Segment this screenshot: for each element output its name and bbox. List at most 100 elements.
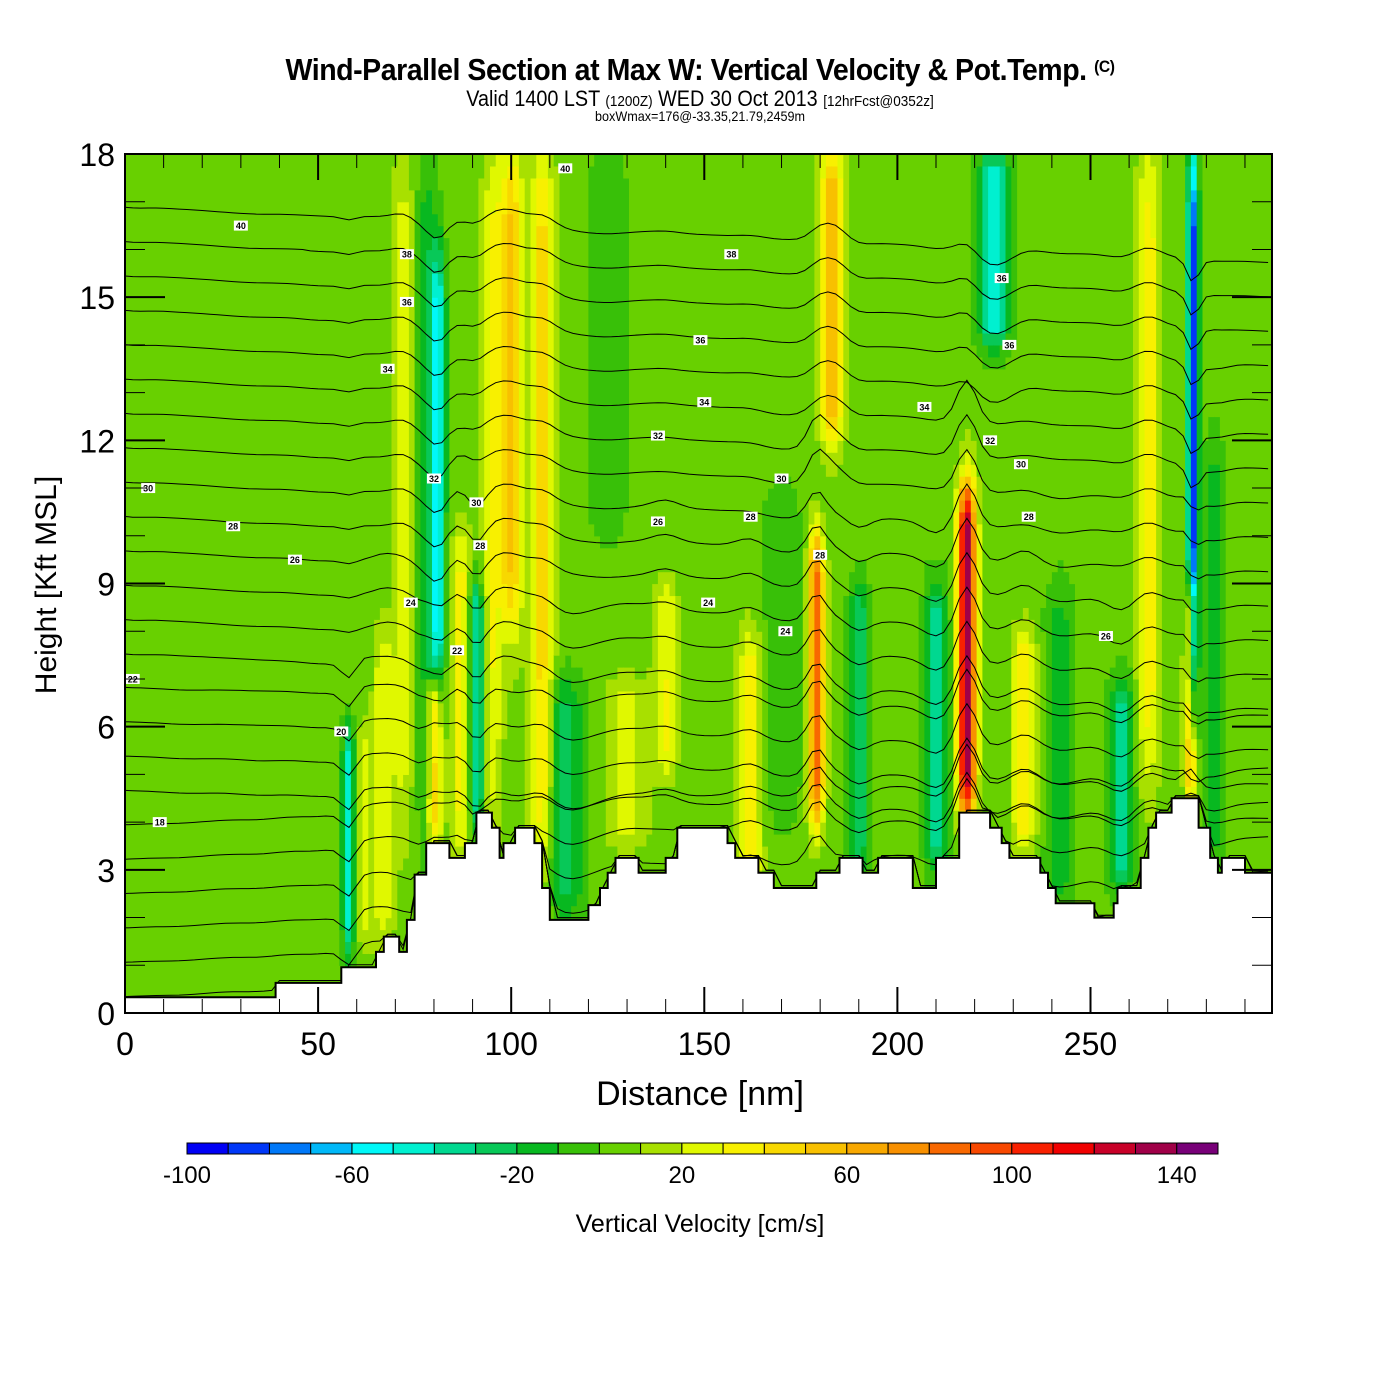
w-cell <box>397 786 404 871</box>
w-cell <box>350 941 358 966</box>
w-cell <box>345 953 352 966</box>
w-cell <box>432 273 439 298</box>
w-cell <box>455 535 462 573</box>
w-cell <box>553 655 561 680</box>
isentrope-label: 40 <box>233 220 248 231</box>
w-cell <box>814 500 821 513</box>
isentrope-label-bg <box>983 435 998 446</box>
w-cell <box>959 523 966 775</box>
w-cell <box>808 500 815 525</box>
w-cell <box>576 154 584 668</box>
w-cell <box>547 678 555 787</box>
w-cell <box>1202 440 1209 871</box>
w-cell <box>206 154 213 1013</box>
w-cell <box>820 511 827 537</box>
w-cell <box>362 929 369 954</box>
w-cell <box>524 154 532 847</box>
w-cell <box>1208 154 1215 418</box>
w-cell <box>715 154 723 1013</box>
w-cell <box>1051 154 1059 573</box>
w-cell <box>362 738 369 931</box>
isentrope-line <box>125 344 1269 420</box>
w-cell <box>542 225 549 668</box>
w-cell <box>681 154 688 1013</box>
isentrope-line <box>125 668 1269 725</box>
w-cell <box>843 154 850 441</box>
w-cell <box>1121 678 1128 692</box>
w-cell <box>739 619 746 656</box>
w-cell <box>1190 189 1198 203</box>
w-cell <box>820 535 827 549</box>
w-cell <box>970 440 978 465</box>
w-cell <box>246 154 254 1013</box>
w-cell <box>814 511 821 525</box>
w-cell <box>808 559 815 799</box>
isentrope-label: 30 <box>1013 459 1028 470</box>
w-cell <box>605 154 613 549</box>
isentrope-label: 24 <box>778 626 793 637</box>
w-cell <box>924 595 931 859</box>
isentrope-label: 34 <box>917 401 932 412</box>
isentrope-label: 34 <box>380 363 395 374</box>
w-cell <box>223 154 230 1013</box>
w-cell <box>565 655 572 680</box>
w-cell <box>1133 154 1140 167</box>
w-cell <box>536 822 543 859</box>
w-cell <box>327 154 335 1013</box>
w-cell <box>831 440 839 453</box>
isentrope-label: 22 <box>450 645 465 656</box>
w-cell <box>820 547 827 573</box>
w-cell <box>941 595 949 859</box>
isentrope-label-text: 26 <box>1101 631 1111 641</box>
w-cell <box>1161 154 1169 1013</box>
w-cell <box>374 917 381 954</box>
w-cell <box>211 154 219 1013</box>
w-cell <box>663 678 671 752</box>
isentrope-label-bg <box>724 249 739 260</box>
w-cell <box>397 201 404 787</box>
w-cell <box>965 488 972 501</box>
w-cell <box>484 189 491 597</box>
w-cell <box>559 702 566 895</box>
w-cell <box>1022 643 1030 835</box>
w-cell <box>1219 154 1227 441</box>
w-cell <box>426 154 433 191</box>
w-cell <box>1133 165 1140 680</box>
isentrope-line <box>125 619 1269 683</box>
w-cell <box>322 154 329 1013</box>
w-cell <box>750 619 757 644</box>
w-cell <box>287 154 294 1013</box>
w-cell <box>878 154 885 1013</box>
w-cell <box>1034 154 1041 644</box>
w-cell <box>379 154 387 608</box>
isentrope-label: 30 <box>469 497 484 508</box>
w-cell <box>959 488 966 501</box>
isentrope-label: 18 <box>152 817 167 828</box>
w-cell <box>513 583 520 620</box>
isentrope-label-bg <box>233 220 248 231</box>
w-cell <box>750 154 757 620</box>
w-cell <box>1190 154 1198 167</box>
w-cell <box>426 189 433 251</box>
w-cell <box>1115 655 1122 680</box>
w-cell <box>345 726 352 740</box>
w-cell <box>501 643 508 740</box>
w-cell <box>837 416 844 441</box>
isentrope-label: 24 <box>403 597 418 608</box>
w-cell <box>1196 189 1204 668</box>
w-cell <box>634 154 642 680</box>
w-cell <box>617 535 624 668</box>
w-cell <box>484 595 491 859</box>
w-cell <box>993 154 1001 167</box>
w-cell <box>1190 547 1198 573</box>
w-cell <box>605 678 613 847</box>
w-cell <box>831 416 839 429</box>
w-cell <box>437 655 445 668</box>
w-cell <box>999 165 1007 334</box>
colorbar-swatch <box>681 1142 724 1155</box>
w-cell <box>704 154 711 1013</box>
w-cell <box>571 667 578 692</box>
w-cell <box>379 607 387 644</box>
w-cell <box>345 941 352 954</box>
w-cell <box>339 154 346 716</box>
